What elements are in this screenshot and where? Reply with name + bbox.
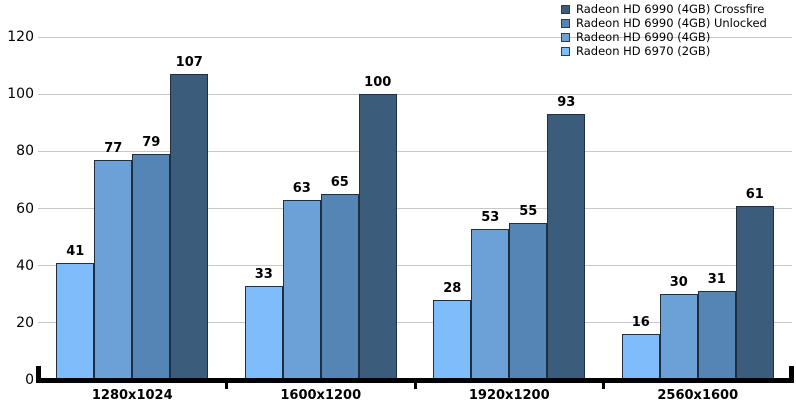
y-tick-label: 60 xyxy=(2,200,34,218)
x-axis-group-tick xyxy=(602,380,605,389)
legend-label: Radeon HD 6970 (2GB) xyxy=(576,44,710,58)
bar-radeon-hd-6990-4gb xyxy=(94,160,132,382)
bar-value-label: 100 xyxy=(356,75,400,90)
legend-item: Radeon HD 6990 (4GB) Crossfire xyxy=(561,2,767,16)
category-label: 1600x1200 xyxy=(227,388,416,403)
bar-radeon-hd-6970-2gb xyxy=(433,300,471,382)
x-axis-right-cap xyxy=(789,366,794,383)
bar-radeon-hd-6990-4gb-unlocked xyxy=(132,154,170,382)
bar-radeon-hd-6990-4gb xyxy=(471,229,509,382)
bar-radeon-hd-6990-4gb-unlocked xyxy=(321,194,359,382)
legend-item: Radeon HD 6970 (2GB) xyxy=(561,44,767,58)
bar-radeon-hd-6990-4gb-unlocked xyxy=(509,223,547,382)
legend-swatch xyxy=(561,19,570,28)
y-tick-label: 40 xyxy=(2,257,34,275)
category-label: 1920x1200 xyxy=(415,388,604,403)
x-axis-group-tick xyxy=(414,380,417,389)
gridline xyxy=(38,94,792,95)
y-tick-label: 20 xyxy=(2,314,34,332)
bar-value-label: 28 xyxy=(430,281,474,296)
legend-item: Radeon HD 6990 (4GB) Unlocked xyxy=(561,16,767,30)
legend-label: Radeon HD 6990 (4GB) xyxy=(576,30,710,44)
bar-value-label: 16 xyxy=(619,315,663,330)
bar-value-label: 61 xyxy=(733,187,777,202)
benchmark-bar-chart: 020406080100120 417779107336365100285355… xyxy=(0,0,796,411)
gridline xyxy=(38,151,792,152)
bar-radeon-hd-6990-4gb xyxy=(660,294,698,382)
bar-radeon-hd-6990-4gb-crossfire xyxy=(359,94,397,382)
legend-label: Radeon HD 6990 (4GB) Crossfire xyxy=(576,2,764,16)
bar-value-label: 65 xyxy=(318,175,362,190)
category-label: 1280x1024 xyxy=(38,388,227,403)
bar-value-label: 93 xyxy=(544,95,588,110)
x-axis-group-tick xyxy=(225,380,228,389)
legend-swatch xyxy=(561,33,570,42)
bar-value-label: 55 xyxy=(506,204,550,219)
y-tick-label: 0 xyxy=(2,371,34,389)
bar-radeon-hd-6970-2gb xyxy=(56,263,94,382)
bar-radeon-hd-6990-4gb-unlocked xyxy=(698,291,736,382)
bar-value-label: 31 xyxy=(695,272,739,287)
bar-radeon-hd-6990-4gb-crossfire xyxy=(170,74,208,382)
legend-item: Radeon HD 6990 (4GB) xyxy=(561,30,767,44)
legend-swatch xyxy=(561,47,570,56)
y-tick-label: 100 xyxy=(2,85,34,103)
bar-value-label: 79 xyxy=(129,135,173,150)
bar-value-label: 33 xyxy=(242,267,286,282)
bar-value-label: 41 xyxy=(53,244,97,259)
chart-legend: Radeon HD 6990 (4GB) CrossfireRadeon HD … xyxy=(561,2,767,58)
bar-radeon-hd-6990-4gb xyxy=(283,200,321,382)
bar-radeon-hd-6970-2gb xyxy=(622,334,660,382)
x-axis-left-cap xyxy=(36,366,41,383)
legend-label: Radeon HD 6990 (4GB) Unlocked xyxy=(576,16,767,30)
y-tick-label: 80 xyxy=(2,142,34,160)
bar-value-label: 107 xyxy=(167,55,211,70)
bar-radeon-hd-6990-4gb-crossfire xyxy=(736,206,774,382)
legend-swatch xyxy=(561,5,570,14)
category-label: 2560x1600 xyxy=(604,388,793,403)
y-tick-label: 120 xyxy=(2,28,34,46)
bar-radeon-hd-6990-4gb-crossfire xyxy=(547,114,585,382)
bar-radeon-hd-6970-2gb xyxy=(245,286,283,382)
